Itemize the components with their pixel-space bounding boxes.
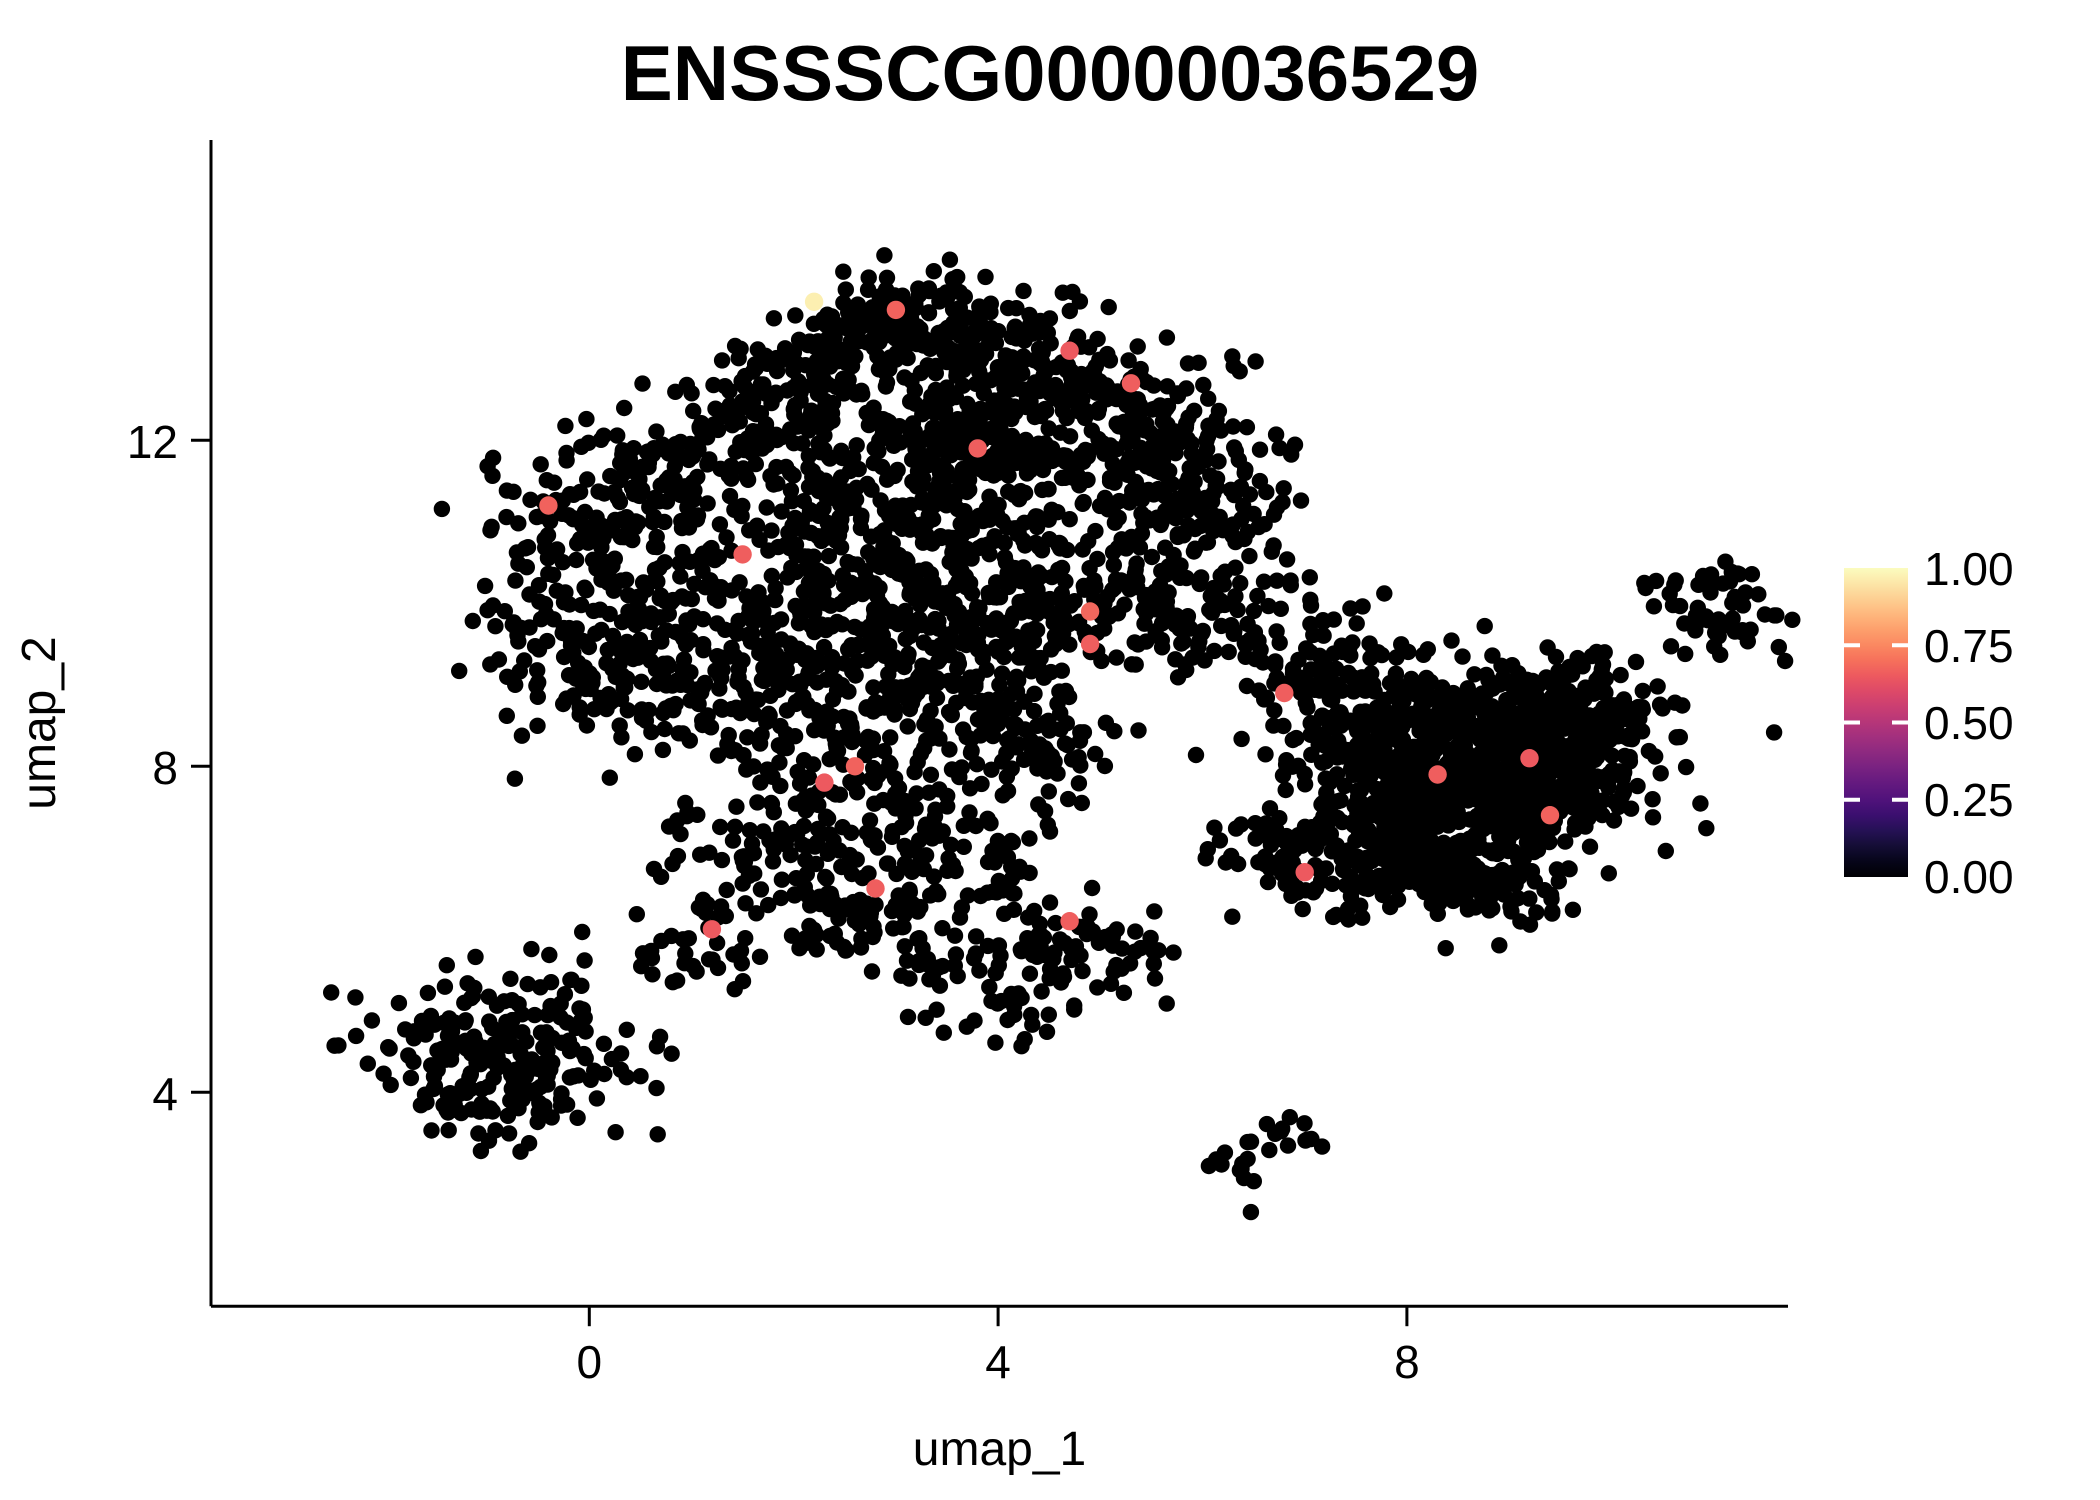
svg-text:0.00: 0.00 (1924, 851, 2014, 903)
svg-text:umap_2: umap_2 (13, 636, 66, 809)
svg-text:0.50: 0.50 (1924, 697, 2014, 749)
svg-text:0: 0 (577, 1336, 603, 1388)
svg-text:0.75: 0.75 (1924, 620, 2014, 672)
svg-text:1.00: 1.00 (1924, 543, 2014, 595)
svg-text:8: 8 (152, 742, 178, 794)
svg-text:8: 8 (1394, 1336, 1420, 1388)
svg-text:4: 4 (985, 1336, 1011, 1388)
svg-text:0.25: 0.25 (1924, 774, 2014, 826)
svg-text:umap_1: umap_1 (913, 1423, 1086, 1476)
svg-text:4: 4 (152, 1068, 178, 1120)
svg-text:12: 12 (127, 416, 178, 468)
